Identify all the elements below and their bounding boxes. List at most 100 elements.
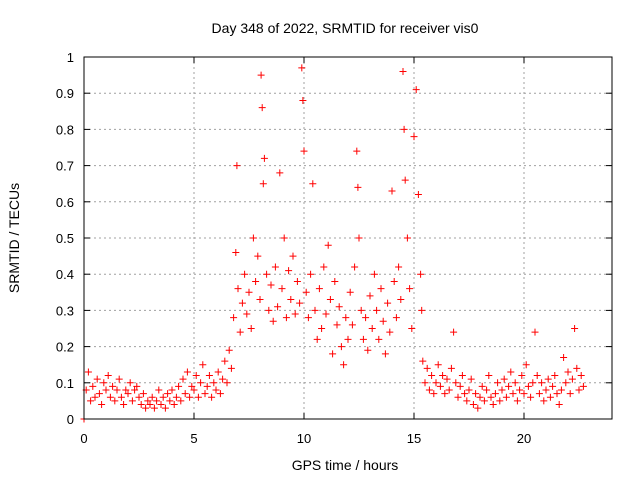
data-point — [320, 263, 328, 271]
y-tick-label: 0.2 — [56, 340, 74, 355]
data-point — [450, 328, 458, 336]
data-point — [177, 397, 185, 405]
data-point — [233, 162, 241, 170]
data-point — [203, 382, 211, 390]
data-point — [386, 328, 394, 336]
data-point — [280, 234, 288, 242]
data-point — [219, 375, 227, 383]
data-point — [285, 267, 293, 275]
data-point — [533, 372, 541, 380]
data-point — [104, 372, 112, 380]
data-point — [299, 96, 307, 104]
y-tick-label: 1 — [67, 50, 74, 65]
data-point — [315, 285, 323, 293]
data-point — [542, 386, 550, 394]
data-point — [509, 390, 517, 398]
data-point — [370, 270, 378, 278]
data-point — [291, 310, 299, 318]
data-point — [379, 317, 387, 325]
data-point — [535, 390, 543, 398]
data-point — [432, 379, 440, 387]
data-point — [205, 372, 213, 380]
data-point — [403, 234, 411, 242]
data-point — [197, 379, 205, 387]
data-point — [144, 397, 152, 405]
data-point — [348, 321, 356, 329]
data-point — [355, 234, 363, 242]
data-point — [276, 169, 284, 177]
data-point — [243, 310, 251, 318]
data-point — [175, 382, 183, 390]
y-axis-label: SRMTID / TECUs — [6, 183, 22, 293]
data-point — [399, 67, 407, 75]
data-point — [259, 180, 267, 188]
data-point — [467, 375, 475, 383]
data-point — [400, 125, 408, 133]
data-point — [257, 71, 265, 79]
data-point — [232, 248, 240, 256]
data-point — [465, 386, 473, 394]
data-point — [234, 285, 242, 293]
data-point — [342, 314, 350, 322]
data-point — [179, 375, 187, 383]
data-point — [421, 379, 429, 387]
data-point — [502, 393, 510, 401]
data-point — [441, 390, 449, 398]
data-point — [311, 306, 319, 314]
data-point — [516, 386, 524, 394]
y-tick-label: 0.5 — [56, 231, 74, 246]
x-tick-label: 15 — [407, 431, 421, 446]
grid — [84, 57, 612, 419]
data-point — [406, 285, 414, 293]
data-point — [439, 372, 447, 380]
data-point — [419, 357, 427, 365]
data-point — [223, 379, 231, 387]
data-point — [388, 187, 396, 195]
data-point — [377, 285, 385, 293]
data-point — [520, 390, 528, 398]
data-point — [546, 393, 554, 401]
data-point — [573, 364, 581, 372]
data-point — [324, 241, 332, 249]
data-point — [351, 263, 359, 271]
data-point — [496, 397, 504, 405]
y-tick-label: 0.3 — [56, 303, 74, 318]
chart-title: Day 348 of 2022, SRMTID for receiver vis… — [212, 20, 479, 36]
data-point — [245, 288, 253, 296]
data-point — [487, 393, 495, 401]
data-point — [236, 328, 244, 336]
data-point — [170, 401, 178, 409]
data-point — [366, 292, 374, 300]
data-point — [263, 270, 271, 278]
data-point — [414, 191, 422, 199]
data-point — [247, 325, 255, 332]
y-tick-label: 0.9 — [56, 86, 74, 101]
data-point — [249, 234, 257, 242]
data-point — [307, 270, 315, 278]
data-point — [157, 401, 165, 409]
data-point — [418, 306, 426, 314]
data-point — [522, 361, 530, 369]
data-point — [199, 361, 207, 369]
x-tick-label: 10 — [297, 431, 311, 446]
data-point — [113, 386, 121, 394]
data-point — [494, 379, 502, 387]
data-point — [445, 386, 453, 394]
data-point — [148, 393, 156, 401]
data-point — [443, 375, 451, 383]
data-point — [230, 314, 238, 322]
data-point — [335, 303, 343, 311]
data-point — [84, 368, 92, 376]
data-point — [241, 270, 249, 278]
data-point — [227, 364, 235, 372]
data-point — [577, 372, 585, 380]
data-point — [293, 277, 301, 285]
data-point — [254, 252, 262, 260]
data-point — [436, 382, 444, 390]
x-tick-label: 20 — [517, 431, 531, 446]
data-point — [137, 401, 145, 409]
data-point — [564, 368, 572, 376]
data-point — [135, 393, 143, 401]
data-point — [362, 314, 370, 322]
